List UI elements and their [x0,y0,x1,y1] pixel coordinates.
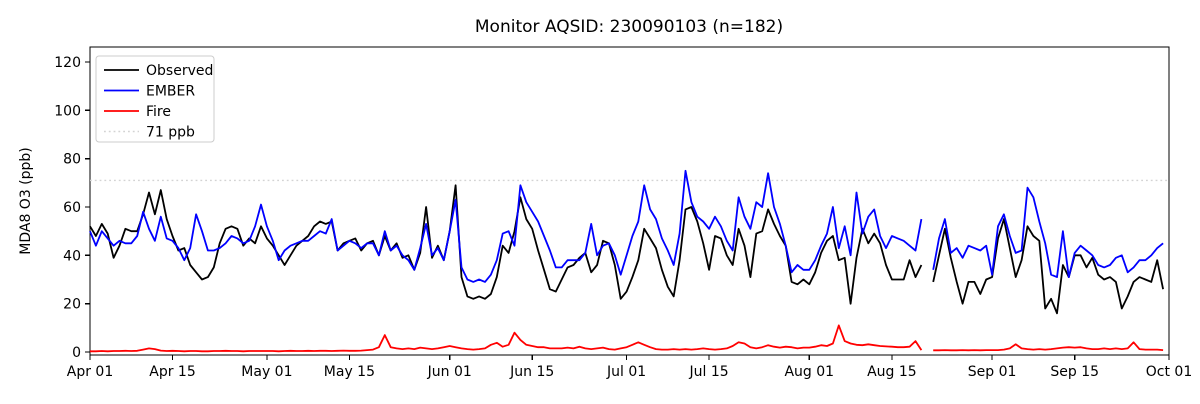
y-tick-label: 20 [63,297,81,313]
x-tick-label: Aug 15 [867,364,917,380]
x-tick-label: Aug 01 [784,364,834,380]
x-tick-label: Jun 01 [427,364,472,380]
y-tick-label: 60 [63,200,81,216]
plot-frame [89,46,1170,356]
legend-box [95,55,215,143]
legend-label-ember: EMBER [146,84,195,100]
y-tick-label: 0 [72,345,81,361]
chart-layer: 0 20 40 60 80 100 120 Apr 01 Apr 15 May 01 May 15 J… [54,55,1192,380]
fire-line [90,324,1164,353]
y-tick-label: 100 [54,103,81,119]
x-tick-label: Oct 01 [1146,364,1192,380]
ember-line [89,169,1164,283]
y-tick-label: 120 [54,55,81,71]
legend: Observed EMBER Fire 71 ppb [95,55,215,143]
x-tick-label: Jul 01 [606,364,646,380]
observed-line [89,184,1164,315]
x-tick-label: Apr 15 [149,364,195,380]
x-tick-label: Apr 01 [67,364,113,380]
x-tick-label: Sep 15 [1050,364,1099,380]
x-tick-label: May 01 [241,364,292,380]
chart-title: Monitor AQSID: 230090103 (n=182) [475,17,783,37]
legend-item-ember: EMBER [104,84,195,100]
y-tick-label: 40 [63,248,81,264]
y-tick-label: 80 [63,152,81,168]
legend-label-observed: Observed [146,63,213,79]
legend-item-observed: Observed [104,63,213,79]
legend-item-fire: Fire [104,104,171,120]
legend-label-fire: Fire [146,104,171,120]
legend-item-threshold: 71 ppb [104,125,195,141]
x-tick-label: Sep 01 [968,364,1017,380]
x-tick-label: Jun 15 [509,364,554,380]
x-tick-label: Jul 15 [689,364,729,380]
y-axis-label: MDA8 O3 (ppb) [18,147,34,255]
legend-label-threshold: 71 ppb [146,125,195,141]
x-tick-label: May 15 [324,364,375,380]
